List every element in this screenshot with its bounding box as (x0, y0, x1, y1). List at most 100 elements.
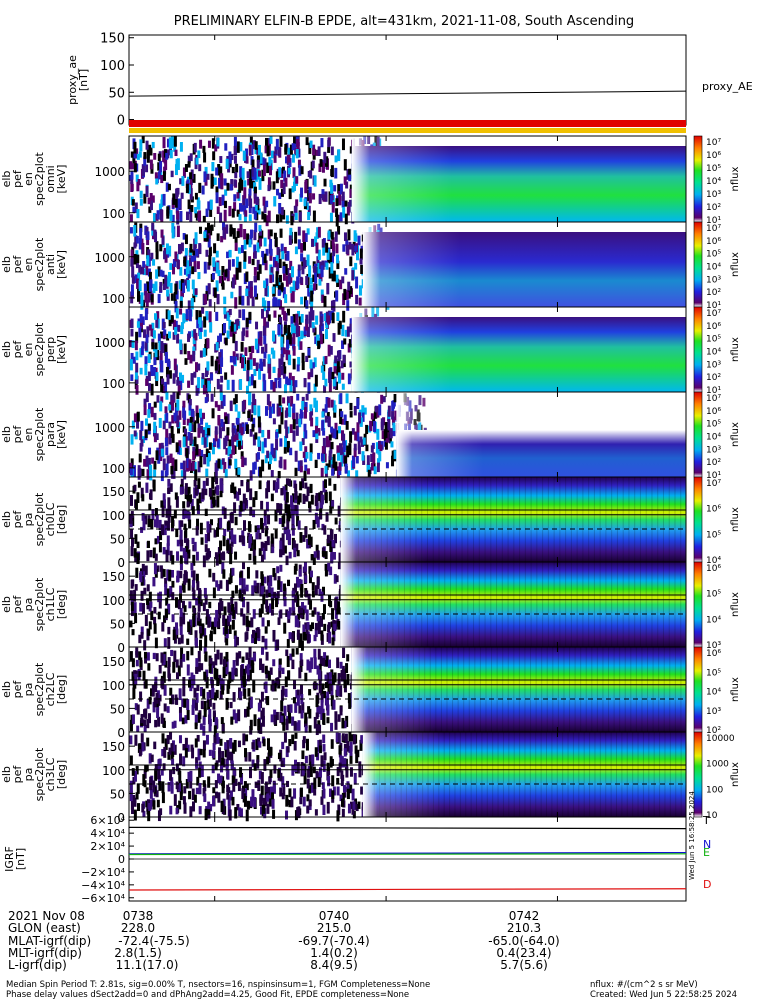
flux-pixel (189, 416, 193, 425)
spin-column (616, 477, 618, 562)
flux-pixel (139, 139, 143, 152)
flux-pixel (216, 677, 220, 687)
flux-pixel (330, 182, 334, 194)
flux-pixel (135, 351, 139, 361)
flux-pixel (324, 404, 328, 413)
flux-pixel (223, 311, 227, 319)
flux-pixel (263, 351, 267, 359)
flux-pixel (297, 495, 301, 505)
flux-pixel (164, 437, 168, 447)
flux-pixel (334, 517, 338, 525)
flux-pixel (345, 291, 349, 300)
flux-pixel (129, 780, 133, 793)
spin-column (605, 732, 607, 817)
flux-pixel (195, 310, 199, 320)
flux-pixel (138, 326, 142, 338)
flux-pixel (210, 173, 214, 180)
spin-column (546, 732, 548, 817)
flux-pixel (219, 384, 223, 392)
flux-pixel (303, 239, 307, 251)
flux-pixel (226, 182, 230, 191)
flux-pixel (304, 622, 308, 630)
flux-pixel (282, 287, 286, 299)
colorbar-tick-label: 10⁷ (706, 309, 721, 319)
onset-fade (351, 307, 453, 392)
flux-pixel (302, 535, 306, 542)
flux-pixel (211, 687, 215, 696)
flux-pixel (204, 651, 208, 662)
flux-pixel (154, 768, 158, 780)
flux-pixel (306, 633, 310, 644)
flux-pixel (174, 320, 178, 331)
flux-pixel (208, 749, 212, 756)
flux-pixel (334, 600, 338, 611)
flux-pixel (261, 308, 265, 319)
flux-pixel (153, 616, 157, 625)
flux-pixel (225, 638, 229, 646)
flux-pixel (349, 683, 353, 690)
flux-pixel (154, 553, 158, 561)
flux-pixel (382, 396, 386, 403)
spin-column (513, 477, 515, 562)
flux-pixel (131, 199, 135, 206)
flux-pixel (136, 704, 140, 715)
flux-pixel (327, 659, 331, 669)
flux-pixel (310, 417, 314, 427)
flux-pixel (236, 803, 240, 811)
flux-pixel (306, 659, 310, 671)
flux-pixel (258, 178, 262, 190)
flux-pixel (237, 740, 241, 748)
flux-pixel (293, 566, 297, 575)
flux-pixel (266, 575, 270, 586)
flux-pixel (243, 498, 247, 511)
flux-pixel (359, 436, 363, 443)
flux-pixel (246, 233, 250, 245)
flux-pixel (191, 266, 195, 275)
flux-pixel (189, 619, 193, 628)
y-axis-label-line: pa (22, 598, 35, 612)
flux-pixel (330, 165, 334, 178)
flux-pixel (366, 455, 370, 465)
flux-pixel (188, 402, 192, 411)
flux-pixel (253, 585, 257, 593)
spin-column (588, 477, 590, 562)
flux-pixel (245, 734, 249, 742)
flux-pixel (146, 652, 150, 661)
y-axis-label-line: pef (11, 510, 24, 529)
flux-pixel (335, 243, 339, 254)
flux-pixel (208, 721, 212, 732)
flux-pixel (182, 460, 186, 471)
flux-pixel (322, 437, 326, 448)
flux-pixel (154, 637, 158, 649)
flux-pixel (333, 428, 337, 439)
flux-pixel (208, 601, 212, 609)
flux-pixel (251, 789, 255, 802)
flux-pixel (195, 787, 199, 795)
flux-pixel (160, 384, 164, 393)
flux-pixel (306, 254, 310, 266)
flux-pixel (208, 442, 212, 450)
flux-pixel (363, 407, 367, 415)
flux-pixel (343, 232, 347, 242)
flux-pixel (245, 631, 249, 640)
igrf-component-line (128, 853, 687, 856)
colorbar-tick-label: 10² (706, 288, 721, 298)
flux-pixel (291, 590, 295, 598)
flux-pixel (219, 690, 223, 700)
flux-pixel (308, 192, 312, 204)
flux-pixel (213, 692, 217, 701)
flux-pixel (281, 346, 285, 358)
flux-pixel (146, 148, 150, 159)
flux-pixel (202, 412, 206, 419)
spin-column (518, 647, 520, 732)
flux-pixel (161, 236, 165, 245)
flux-pixel (269, 251, 273, 261)
flux-pixel (165, 463, 169, 476)
flux-pixel (215, 311, 219, 321)
spin-column (524, 647, 526, 732)
spin-column (553, 562, 555, 647)
flux-pixel (221, 282, 225, 290)
flux-pixel (143, 587, 147, 595)
colorbar-tick-label: 10¹ (706, 386, 721, 396)
flux-pixel (165, 309, 169, 320)
